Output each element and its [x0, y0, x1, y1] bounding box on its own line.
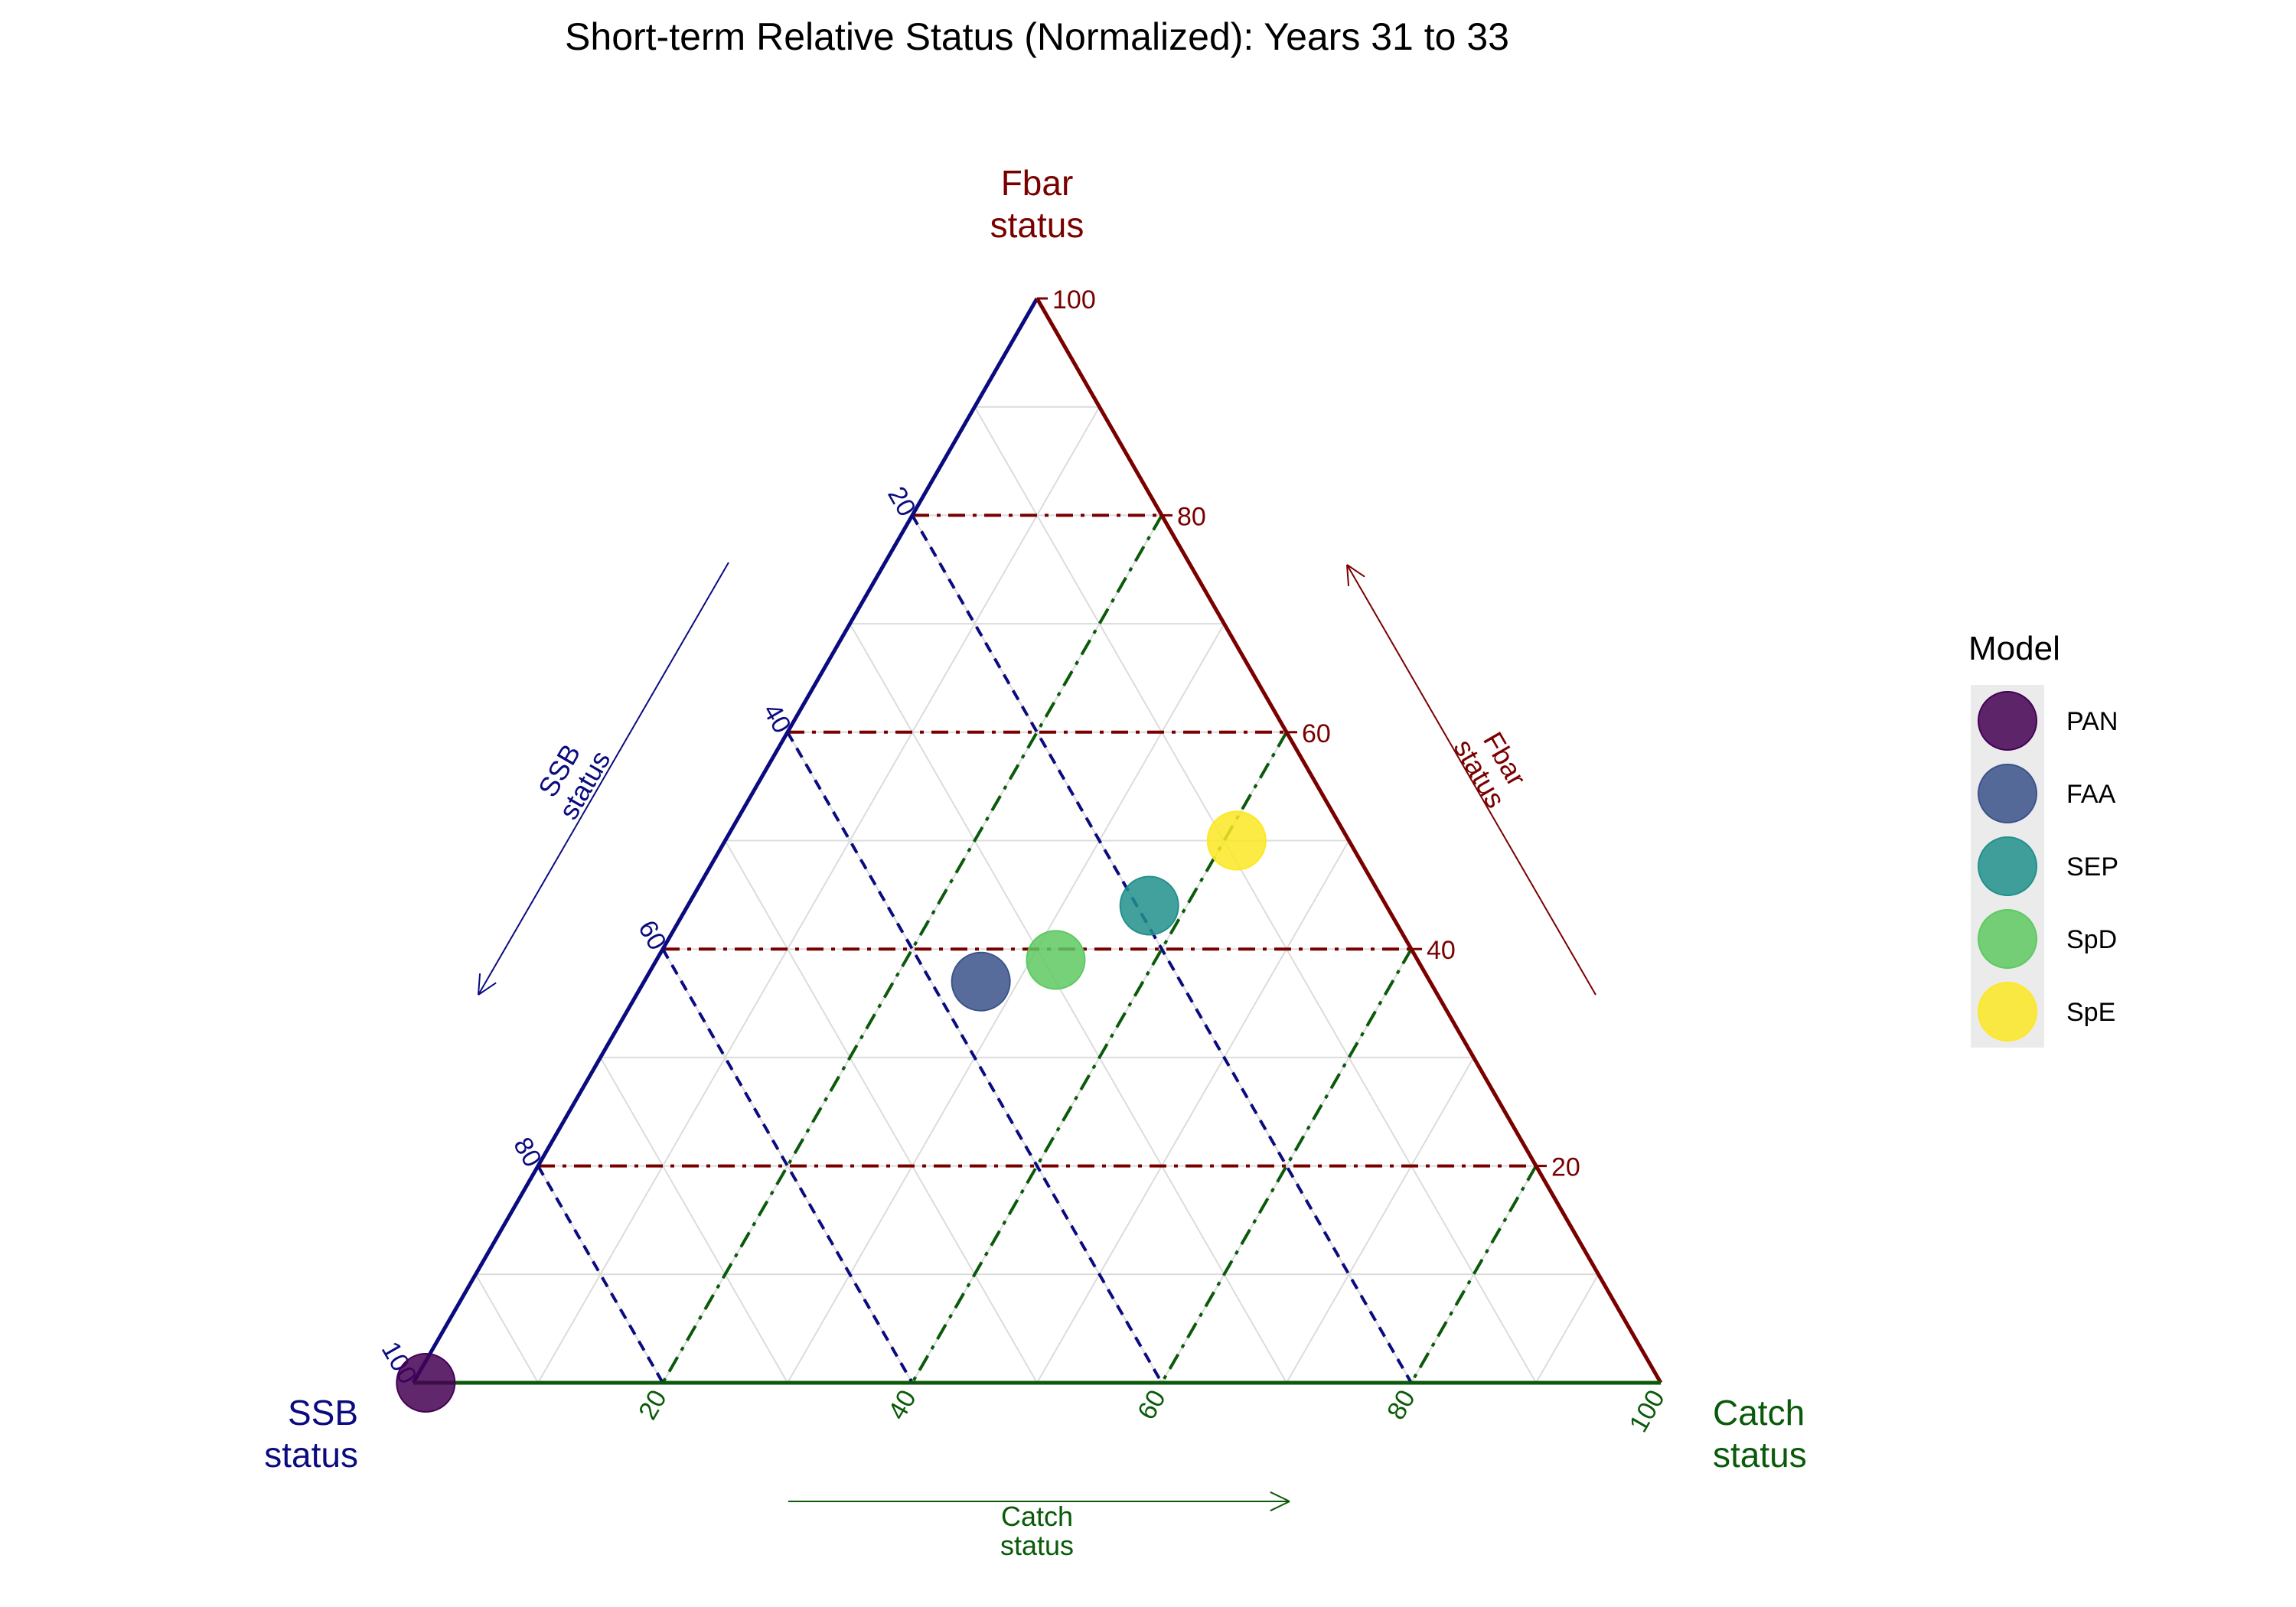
- legend-label-spe: SpE: [2066, 998, 2115, 1027]
- tick-label-fbar: 60: [1302, 719, 1331, 748]
- grid-line-catch: [1535, 1273, 1600, 1384]
- arrow-ssb-head-a: [478, 973, 481, 996]
- tick-label-fbar: 80: [1177, 502, 1206, 531]
- legend-label-faa: FAA: [2066, 780, 2116, 809]
- point-sep: [1119, 875, 1179, 936]
- legend-swatch-pan: [1978, 691, 2037, 751]
- edge-ssb: [411, 297, 1039, 1384]
- grid-line-catch: [1036, 840, 1350, 1384]
- grid-line-ssb: [849, 623, 1287, 1384]
- ref-line-catch: [661, 514, 1163, 1384]
- axis-label-ssb-line2: status: [264, 1435, 358, 1475]
- axis-label-fbar-line1: Fbar: [1001, 163, 1074, 203]
- arrow-fbar-head-b: [1346, 564, 1350, 586]
- grid-line-ssb: [724, 840, 1038, 1384]
- ref-line-catch: [1160, 948, 1413, 1384]
- legend-swatch-spe: [1978, 982, 2037, 1041]
- legend-swatch-spd: [1978, 909, 2037, 969]
- ref-line-catch: [1410, 1165, 1538, 1384]
- legend-label-sep: SEP: [2066, 852, 2118, 882]
- legend-swatch-sep: [1978, 836, 2037, 896]
- chart-title: Short-term Relative Status (Normalized):…: [565, 15, 1509, 58]
- axis-label-catch-line1: Catch: [1713, 1393, 1805, 1433]
- point-faa: [951, 951, 1011, 1012]
- arrow-ssb-line: [478, 562, 729, 996]
- ref-line-ssb: [536, 1165, 664, 1384]
- arrow-ssb-head-b: [478, 982, 497, 996]
- minor-grid: [475, 406, 1600, 1384]
- axis-label-catch-line2: status: [1713, 1435, 1807, 1475]
- legend-label-spd: SpD: [2066, 925, 2117, 954]
- reference-lines: [536, 513, 1538, 1384]
- tick-label-catch: 80: [1381, 1385, 1421, 1425]
- edge-fbar: [1035, 297, 1663, 1384]
- ref-line-ssb: [786, 731, 1163, 1384]
- point-spe: [1206, 810, 1267, 871]
- tick-label-catch: 40: [882, 1385, 922, 1425]
- axis-label-ssb-line1: SSB: [288, 1393, 358, 1433]
- point-spd: [1026, 930, 1086, 990]
- tick-label-fbar: 20: [1551, 1153, 1580, 1182]
- triangle-edges: [411, 297, 1663, 1385]
- grid-line-ssb: [599, 1057, 788, 1384]
- legend-title: Model: [1968, 630, 2060, 667]
- tick-label-catch: 100: [1624, 1385, 1671, 1437]
- grid-line-catch: [537, 406, 1101, 1384]
- tick-label-catch: 60: [1132, 1385, 1172, 1425]
- ref-line-catch: [911, 731, 1288, 1384]
- legend-label-pan: PAN: [2066, 707, 2118, 736]
- tick-label-catch: 20: [633, 1385, 673, 1425]
- axis-label-fbar-line2: status: [990, 205, 1084, 245]
- legend-swatch-faa: [1978, 764, 2037, 823]
- tick-label-fbar: 100: [1052, 285, 1096, 315]
- grid-line-ssb: [475, 1273, 539, 1384]
- tick-label-fbar: 40: [1427, 936, 1456, 965]
- point-pan: [396, 1353, 456, 1413]
- legend: Model PAN FAA SEP SpD SpE: [1968, 630, 2118, 1048]
- ref-line-ssb: [911, 514, 1413, 1384]
- ref-line-ssb: [661, 948, 914, 1384]
- grid-line-ssb: [974, 406, 1537, 1384]
- arrow-fbar-line: [1346, 564, 1596, 996]
- arrow-label-catch-line1: Catch: [1001, 1501, 1073, 1532]
- arrow-fbar-head-a: [1346, 564, 1365, 578]
- grid-line-catch: [787, 623, 1225, 1384]
- arrow-label-catch-line2: status: [1000, 1530, 1074, 1561]
- arrow-catch-head-b: [1270, 1491, 1290, 1502]
- data-points: [396, 810, 1267, 1413]
- grid-line-catch: [1286, 1057, 1475, 1384]
- arrow-catch-head-a: [1270, 1501, 1290, 1512]
